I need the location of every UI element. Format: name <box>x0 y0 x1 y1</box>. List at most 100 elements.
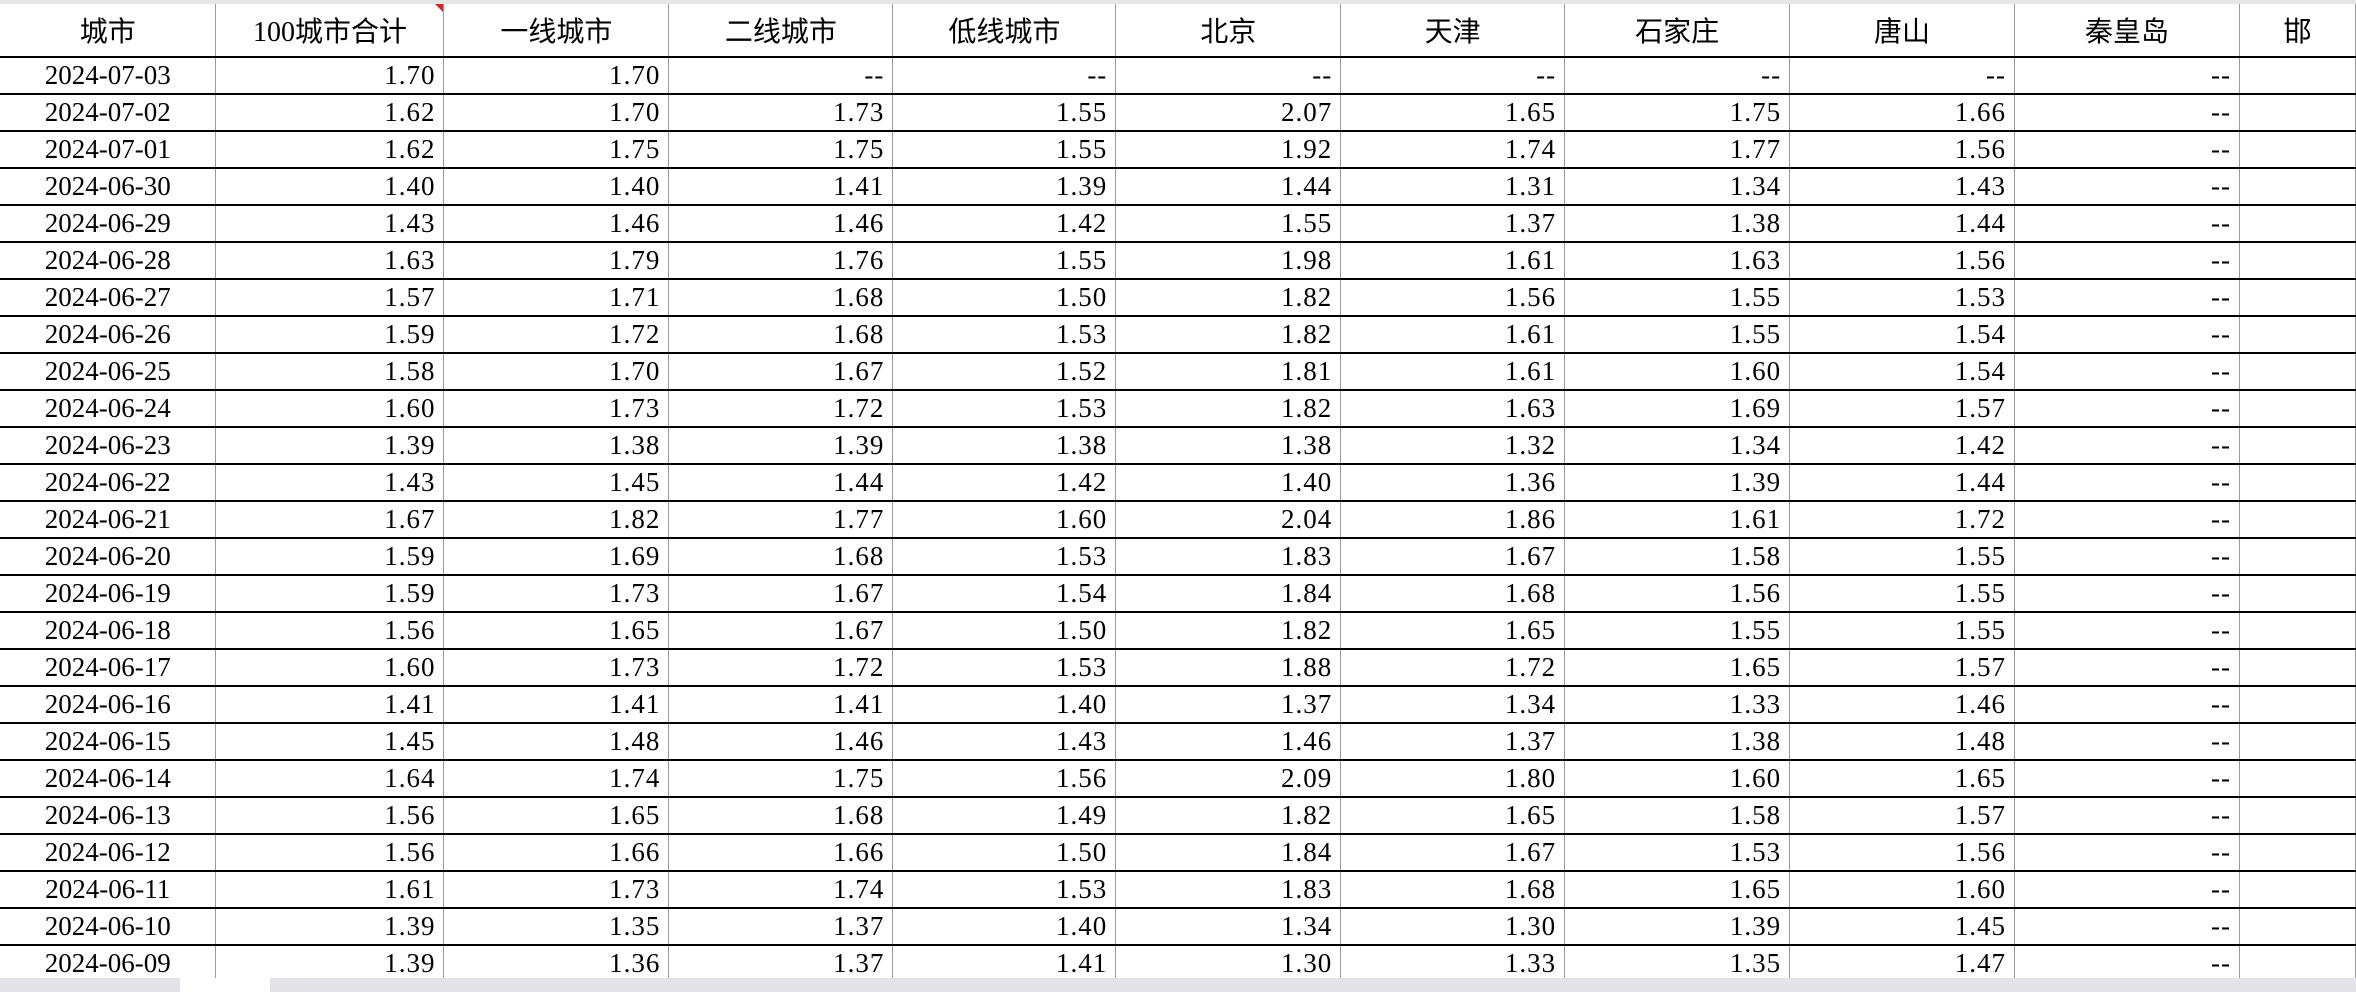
value-cell[interactable]: 1.48 <box>443 723 670 761</box>
value-cell[interactable]: 1.35 <box>1564 945 1791 978</box>
value-cell[interactable]: -- <box>2014 464 2240 502</box>
value-cell[interactable] <box>2239 205 2356 243</box>
value-cell[interactable]: 1.83 <box>1115 538 1342 576</box>
value-cell[interactable]: 1.65 <box>1340 94 1566 132</box>
value-cell[interactable]: 1.53 <box>892 316 1117 354</box>
value-cell[interactable]: -- <box>892 57 1117 95</box>
value-cell[interactable]: 1.68 <box>668 797 894 835</box>
value-cell[interactable]: -- <box>2014 501 2240 539</box>
value-cell[interactable]: 1.39 <box>1564 908 1791 946</box>
value-cell[interactable]: 1.61 <box>1340 316 1566 354</box>
value-cell[interactable]: 1.65 <box>1789 760 2015 798</box>
date-cell[interactable]: 2024-06-21 <box>0 501 217 539</box>
value-cell[interactable]: 1.73 <box>668 94 894 132</box>
value-cell[interactable]: 1.82 <box>1115 316 1342 354</box>
value-cell[interactable]: 1.39 <box>1564 464 1791 502</box>
date-cell[interactable]: 2024-07-02 <box>0 94 217 132</box>
value-cell[interactable]: 1.38 <box>892 427 1117 465</box>
value-cell[interactable]: -- <box>2014 390 2240 428</box>
date-cell[interactable]: 2024-06-11 <box>0 871 217 909</box>
value-cell[interactable]: 1.54 <box>1789 316 2015 354</box>
value-cell[interactable]: 1.49 <box>892 797 1117 835</box>
value-cell[interactable]: 1.80 <box>1340 760 1566 798</box>
value-cell[interactable]: 1.46 <box>668 205 894 243</box>
value-cell[interactable]: 1.38 <box>443 427 670 465</box>
value-cell[interactable]: 1.55 <box>1564 316 1791 354</box>
value-cell[interactable] <box>2239 871 2356 909</box>
value-cell[interactable]: 1.66 <box>668 834 894 872</box>
value-cell[interactable] <box>2239 168 2356 206</box>
value-cell[interactable]: 1.66 <box>1789 94 2015 132</box>
value-cell[interactable]: 1.67 <box>1340 834 1566 872</box>
value-cell[interactable]: 1.53 <box>892 871 1117 909</box>
value-cell[interactable]: -- <box>1340 57 1566 95</box>
value-cell[interactable]: 1.70 <box>443 353 670 391</box>
value-cell[interactable]: 1.37 <box>1115 686 1342 724</box>
value-cell[interactable]: 1.41 <box>443 686 670 724</box>
date-cell[interactable]: 2024-06-18 <box>0 612 217 650</box>
column-header[interactable]: 邯 <box>2239 4 2356 58</box>
value-cell[interactable]: 1.39 <box>668 427 894 465</box>
value-cell[interactable]: 1.30 <box>1115 945 1342 978</box>
value-cell[interactable] <box>2239 242 2356 280</box>
value-cell[interactable]: 1.88 <box>1115 649 1342 687</box>
value-cell[interactable] <box>2239 538 2356 576</box>
value-cell[interactable]: 1.58 <box>215 353 445 391</box>
value-cell[interactable]: 1.45 <box>215 723 445 761</box>
value-cell[interactable]: 1.41 <box>892 945 1117 978</box>
value-cell[interactable]: -- <box>2014 316 2240 354</box>
value-cell[interactable]: 1.56 <box>1564 575 1791 613</box>
value-cell[interactable]: 1.55 <box>892 94 1117 132</box>
value-cell[interactable]: -- <box>2014 427 2240 465</box>
value-cell[interactable]: -- <box>2014 94 2240 132</box>
value-cell[interactable]: 1.65 <box>1564 649 1791 687</box>
date-cell[interactable]: 2024-06-09 <box>0 945 217 978</box>
value-cell[interactable]: -- <box>2014 57 2240 95</box>
value-cell[interactable]: 1.37 <box>1340 723 1566 761</box>
value-cell[interactable]: 1.37 <box>668 945 894 978</box>
value-cell[interactable]: 1.61 <box>215 871 445 909</box>
value-cell[interactable]: 1.72 <box>443 316 670 354</box>
column-header[interactable]: 二线城市 <box>668 4 894 58</box>
date-cell[interactable]: 2024-06-25 <box>0 353 217 391</box>
value-cell[interactable]: -- <box>2014 871 2240 909</box>
value-cell[interactable]: 1.58 <box>1564 538 1791 576</box>
value-cell[interactable]: 1.39 <box>215 945 445 978</box>
value-cell[interactable]: 1.84 <box>1115 575 1342 613</box>
value-cell[interactable]: 1.45 <box>1789 908 2015 946</box>
value-cell[interactable]: 1.82 <box>1115 390 1342 428</box>
column-header[interactable]: 一线城市 <box>443 4 670 58</box>
value-cell[interactable]: 1.73 <box>443 575 670 613</box>
value-cell[interactable]: -- <box>1564 57 1791 95</box>
value-cell[interactable]: -- <box>2014 723 2240 761</box>
value-cell[interactable] <box>2239 316 2356 354</box>
value-cell[interactable]: 1.60 <box>1564 760 1791 798</box>
value-cell[interactable]: 1.42 <box>1789 427 2015 465</box>
value-cell[interactable]: 1.75 <box>668 131 894 169</box>
value-cell[interactable]: 1.66 <box>443 834 670 872</box>
value-cell[interactable]: 1.63 <box>1564 242 1791 280</box>
value-cell[interactable]: 1.59 <box>215 538 445 576</box>
value-cell[interactable] <box>2239 797 2356 835</box>
value-cell[interactable]: -- <box>2014 353 2240 391</box>
date-cell[interactable]: 2024-06-14 <box>0 760 217 798</box>
value-cell[interactable] <box>2239 945 2356 978</box>
value-cell[interactable]: 1.36 <box>443 945 670 978</box>
value-cell[interactable]: 1.74 <box>443 760 670 798</box>
value-cell[interactable]: 1.60 <box>892 501 1117 539</box>
value-cell[interactable]: 1.76 <box>668 242 894 280</box>
value-cell[interactable]: 1.57 <box>1789 649 2015 687</box>
value-cell[interactable]: 1.42 <box>892 205 1117 243</box>
value-cell[interactable]: -- <box>2014 131 2240 169</box>
value-cell[interactable]: -- <box>1115 57 1342 95</box>
value-cell[interactable]: -- <box>2014 908 2240 946</box>
value-cell[interactable]: 1.42 <box>892 464 1117 502</box>
column-header[interactable]: 低线城市 <box>892 4 1117 58</box>
column-header[interactable]: 天津 <box>1340 4 1566 58</box>
value-cell[interactable]: 1.68 <box>668 316 894 354</box>
value-cell[interactable]: 1.55 <box>1789 538 2015 576</box>
value-cell[interactable]: 1.68 <box>668 279 894 317</box>
column-header[interactable]: 唐山 <box>1789 4 2015 58</box>
date-cell[interactable]: 2024-06-16 <box>0 686 217 724</box>
value-cell[interactable]: 1.54 <box>892 575 1117 613</box>
